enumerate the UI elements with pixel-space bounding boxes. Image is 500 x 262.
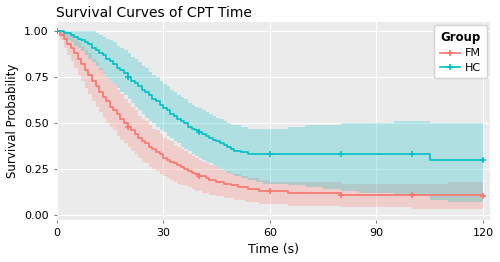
X-axis label: Time (s): Time (s) <box>248 243 299 256</box>
Legend: FM, HC: FM, HC <box>434 25 487 78</box>
Y-axis label: Survival Probability: Survival Probability <box>6 64 18 178</box>
Text: Survival Curves of CPT Time: Survival Curves of CPT Time <box>56 6 252 20</box>
